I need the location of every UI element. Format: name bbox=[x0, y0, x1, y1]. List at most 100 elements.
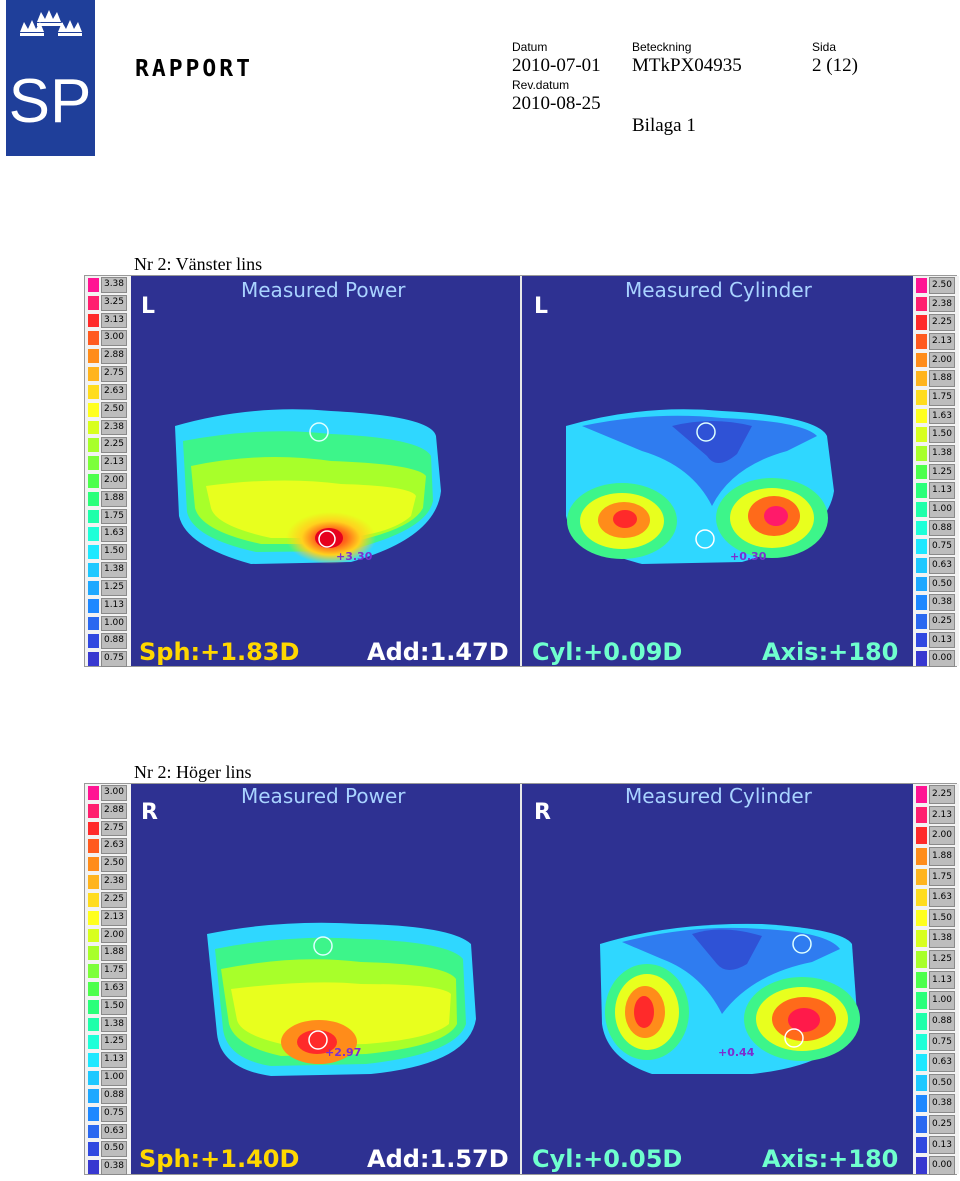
scale-swatch bbox=[916, 427, 927, 442]
right-power-scale: 3.00 2.88 2.75 2.63 2.50 2.38 2.25 2.13 2.00 1.88… bbox=[85, 784, 131, 1175]
scale-row: 2.00 bbox=[85, 472, 131, 490]
left-lens-panel: 3.38 3.25 3.13 3.00 2.88 2.75 2.63 2.50 2.38 2.25… bbox=[84, 275, 959, 667]
scale-swatch bbox=[88, 1124, 99, 1139]
scale-row: 1.63 bbox=[85, 525, 131, 543]
scale-value: 1.38 bbox=[101, 1016, 127, 1033]
scale-value: 2.25 bbox=[101, 891, 127, 908]
scale-value: 0.88 bbox=[101, 1087, 127, 1104]
scale-swatch bbox=[916, 1095, 927, 1113]
scale-value: 1.38 bbox=[101, 562, 127, 578]
scale-swatch bbox=[916, 334, 927, 349]
scale-swatch bbox=[88, 420, 99, 435]
scale-swatch bbox=[916, 868, 927, 886]
scale-row: 2.00 bbox=[913, 825, 959, 846]
right-cylinder-scale: 2.25 2.13 2.00 1.88 1.75 1.63 1.50 1.38 1.25 1.13… bbox=[913, 784, 959, 1175]
scale-row: 2.13 bbox=[913, 332, 959, 351]
report-title: RAPPORT bbox=[135, 56, 253, 82]
scale-value: 1.00 bbox=[101, 1070, 127, 1086]
left-add-value: Add:1.47D bbox=[367, 638, 509, 666]
scale-value: 2.13 bbox=[101, 455, 127, 471]
scale-value: 1.50 bbox=[101, 544, 127, 561]
scale-swatch bbox=[916, 558, 927, 573]
scale-value: 1.88 bbox=[101, 945, 127, 962]
scale-swatch bbox=[916, 595, 927, 610]
scale-value: 0.38 bbox=[929, 1094, 955, 1114]
right-lens-panel: 3.00 2.88 2.75 2.63 2.50 2.38 2.25 2.13 2.00 1.88… bbox=[84, 783, 959, 1175]
scale-swatch bbox=[88, 1160, 99, 1174]
scale-value: 2.00 bbox=[101, 927, 127, 944]
scale-value: 1.88 bbox=[929, 370, 955, 387]
scale-value: 1.88 bbox=[929, 846, 955, 866]
scale-row: 2.38 bbox=[85, 873, 131, 891]
scale-swatch bbox=[88, 803, 99, 818]
right-power-point-value: +2.97 bbox=[325, 1046, 362, 1059]
left-power-map bbox=[131, 276, 519, 666]
scale-swatch bbox=[88, 491, 99, 506]
scale-swatch bbox=[916, 1033, 927, 1051]
scale-swatch bbox=[916, 371, 927, 386]
scale-value: 1.63 bbox=[929, 407, 955, 425]
left-axis-value: Axis:+180 bbox=[762, 638, 899, 666]
scale-value: 0.75 bbox=[929, 1032, 955, 1052]
date-label: Datum bbox=[512, 40, 548, 54]
scale-swatch bbox=[916, 992, 927, 1009]
scale-swatch bbox=[916, 502, 927, 517]
scale-value: 2.88 bbox=[101, 802, 127, 819]
scale-swatch bbox=[88, 982, 99, 996]
scale-swatch bbox=[88, 875, 99, 889]
scale-swatch bbox=[916, 930, 927, 948]
scale-row: 1.50 bbox=[913, 425, 959, 444]
scale-value: 2.00 bbox=[101, 473, 127, 489]
scale-row: 1.38 bbox=[913, 444, 959, 463]
scale-row: 2.75 bbox=[85, 820, 131, 838]
scale-swatch bbox=[916, 1136, 927, 1154]
scale-swatch bbox=[916, 1012, 927, 1030]
scale-row: 1.13 bbox=[913, 970, 959, 991]
scale-value: 0.63 bbox=[929, 557, 955, 574]
scale-row: 3.00 bbox=[85, 329, 131, 347]
left-lens-title: Nr 2: Vänster lins bbox=[134, 254, 263, 274]
scale-value: 0.13 bbox=[929, 631, 955, 649]
scale-value: 1.25 bbox=[101, 579, 127, 596]
scale-row: 1.38 bbox=[85, 561, 131, 579]
scale-row: 1.88 bbox=[85, 944, 131, 962]
scale-row: 0.13 bbox=[913, 1135, 959, 1156]
right-power-title: Measured Power bbox=[241, 784, 406, 808]
scale-swatch bbox=[916, 315, 927, 330]
scale-row: 0.25 bbox=[913, 1114, 959, 1135]
scale-value: 1.00 bbox=[101, 615, 127, 632]
scale-swatch bbox=[88, 474, 99, 488]
reference-value: MTkPX04935 bbox=[632, 55, 742, 76]
scale-swatch bbox=[88, 278, 99, 292]
page-number: 2 (12) bbox=[812, 55, 858, 76]
scale-value: 0.25 bbox=[929, 613, 955, 630]
scale-value: 0.25 bbox=[929, 1115, 955, 1134]
scale-value: 1.50 bbox=[929, 908, 955, 928]
scale-swatch bbox=[916, 1157, 927, 1174]
scale-value: 2.25 bbox=[929, 314, 955, 331]
scale-value: 0.38 bbox=[101, 1159, 127, 1175]
scale-value: 2.00 bbox=[929, 826, 955, 845]
scale-swatch bbox=[88, 563, 99, 577]
scale-value: 2.75 bbox=[101, 366, 127, 382]
scale-swatch bbox=[916, 632, 927, 648]
scale-row: 2.38 bbox=[913, 295, 959, 314]
scale-swatch bbox=[88, 634, 99, 649]
scale-value: 1.13 bbox=[929, 482, 955, 499]
scale-value: 1.63 bbox=[101, 526, 127, 543]
scale-row: 1.50 bbox=[913, 908, 959, 929]
scale-row: 2.50 bbox=[913, 276, 959, 295]
scale-row: 2.63 bbox=[85, 837, 131, 855]
right-cyl-value: Cyl:+0.05D bbox=[532, 1145, 683, 1173]
scale-swatch bbox=[88, 295, 99, 310]
scale-row: 0.13 bbox=[913, 631, 959, 650]
scale-swatch bbox=[88, 402, 99, 417]
scale-swatch bbox=[916, 408, 927, 424]
scale-swatch bbox=[88, 857, 99, 872]
scale-row: 1.25 bbox=[913, 463, 959, 482]
scale-value: 2.00 bbox=[929, 351, 955, 369]
scale-row: 0.50 bbox=[913, 1073, 959, 1094]
scale-value: 0.50 bbox=[101, 1141, 127, 1158]
scale-row: 1.13 bbox=[85, 597, 131, 615]
scale-swatch bbox=[88, 999, 99, 1014]
